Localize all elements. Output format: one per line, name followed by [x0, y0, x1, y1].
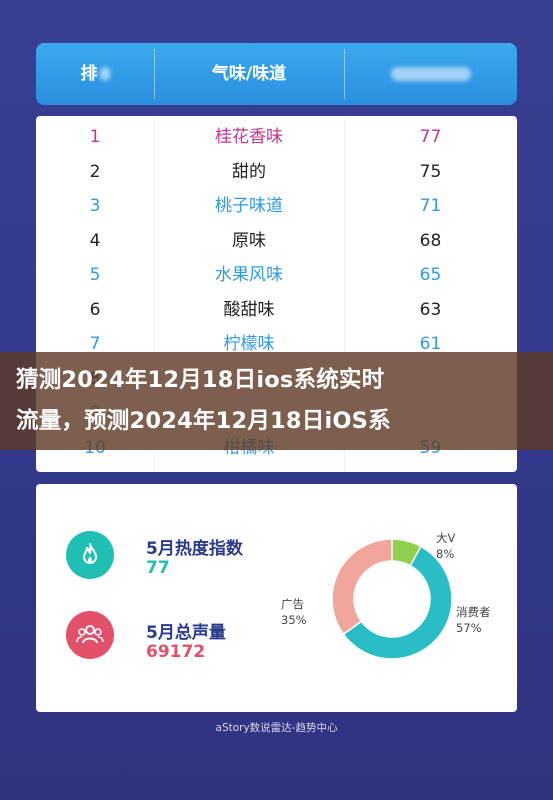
banner-title: 猜测2024年12月18日ios系统实时 流量，预测2024年12月18日iOS…: [16, 360, 537, 442]
table-header: 排 气味/味道: [36, 43, 517, 105]
donut-slice: [331, 538, 393, 636]
column-divider: [154, 116, 155, 472]
table-row: 6 酸甜味 63: [36, 293, 517, 328]
table-row: 5 水果风味 65: [36, 258, 517, 293]
total-volume-value: 69172: [146, 642, 206, 662]
header-flavor: 气味/味道: [211, 64, 287, 84]
stats-card: 5月热度指数 77 5月总声量 69172 大V 8% 广告 35% 消费者 57%: [36, 484, 517, 712]
donut-label-ads: 广告 35%: [281, 597, 307, 627]
cell-rank: 3: [89, 196, 101, 216]
cell-score: 65: [419, 265, 442, 285]
cell-score: 75: [419, 161, 442, 182]
cell-score: 61: [419, 334, 442, 354]
cell-score: 71: [419, 196, 442, 216]
footer-source: aStory数说雷达-趋势中心: [215, 722, 338, 734]
cell-score: 77: [419, 127, 442, 147]
blurred-text: [99, 67, 110, 81]
cell-name: 桂花香味: [215, 127, 283, 147]
cell-name: 酸甜味: [223, 299, 275, 320]
header-score: [344, 43, 517, 105]
cell-score: 68: [419, 230, 442, 251]
cell-name: 水果风味: [215, 265, 283, 285]
table-row: 3 桃子味道 71: [36, 189, 517, 224]
cell-rank: 1: [89, 127, 101, 147]
source-donut-chart: [331, 538, 453, 660]
cell-rank: 5: [89, 265, 101, 285]
title-banner: 猜测2024年12月18日ios系统实时 流量，预测2024年12月18日iOS…: [0, 352, 553, 450]
cell-score: 63: [419, 299, 442, 320]
banner-line-1: 猜测2024年12月18日ios系统实时: [16, 367, 385, 393]
cell-name: 原味: [232, 230, 266, 251]
flame-icon: [66, 531, 114, 579]
cell-name: 柠檬味: [223, 334, 275, 354]
donut-label-bigv: 大V 8%: [436, 531, 456, 561]
table-row: 2 甜的 75: [36, 155, 517, 190]
table-row: 7 柠檬味 61: [36, 327, 517, 362]
heat-index-label: 5月热度指数: [146, 539, 243, 559]
header-rank: 排: [36, 43, 154, 105]
donut-slice: [342, 545, 453, 660]
cell-rank: 4: [89, 230, 101, 251]
cell-rank: 6: [89, 299, 101, 320]
banner-line-2: 流量，预测2024年12月18日iOS系: [16, 408, 391, 434]
cell-rank: 2: [89, 161, 101, 182]
cell-name: 甜的: [232, 161, 266, 182]
column-divider: [344, 116, 345, 472]
table-row: 1 桂花香味 77: [36, 120, 517, 155]
header-divider: [344, 49, 345, 99]
blurred-text: [390, 67, 471, 81]
table-row: 4 原味 68: [36, 224, 517, 259]
cell-name: 桃子味道: [215, 196, 283, 216]
donut-slice: [391, 538, 422, 567]
users-icon: [66, 611, 114, 659]
total-volume-label: 5月总声量: [146, 623, 226, 643]
heat-index-value: 77: [146, 558, 170, 578]
donut-label-consumers: 消费者 57%: [456, 605, 491, 635]
header-divider: [154, 49, 155, 99]
cell-rank: 7: [89, 334, 101, 354]
